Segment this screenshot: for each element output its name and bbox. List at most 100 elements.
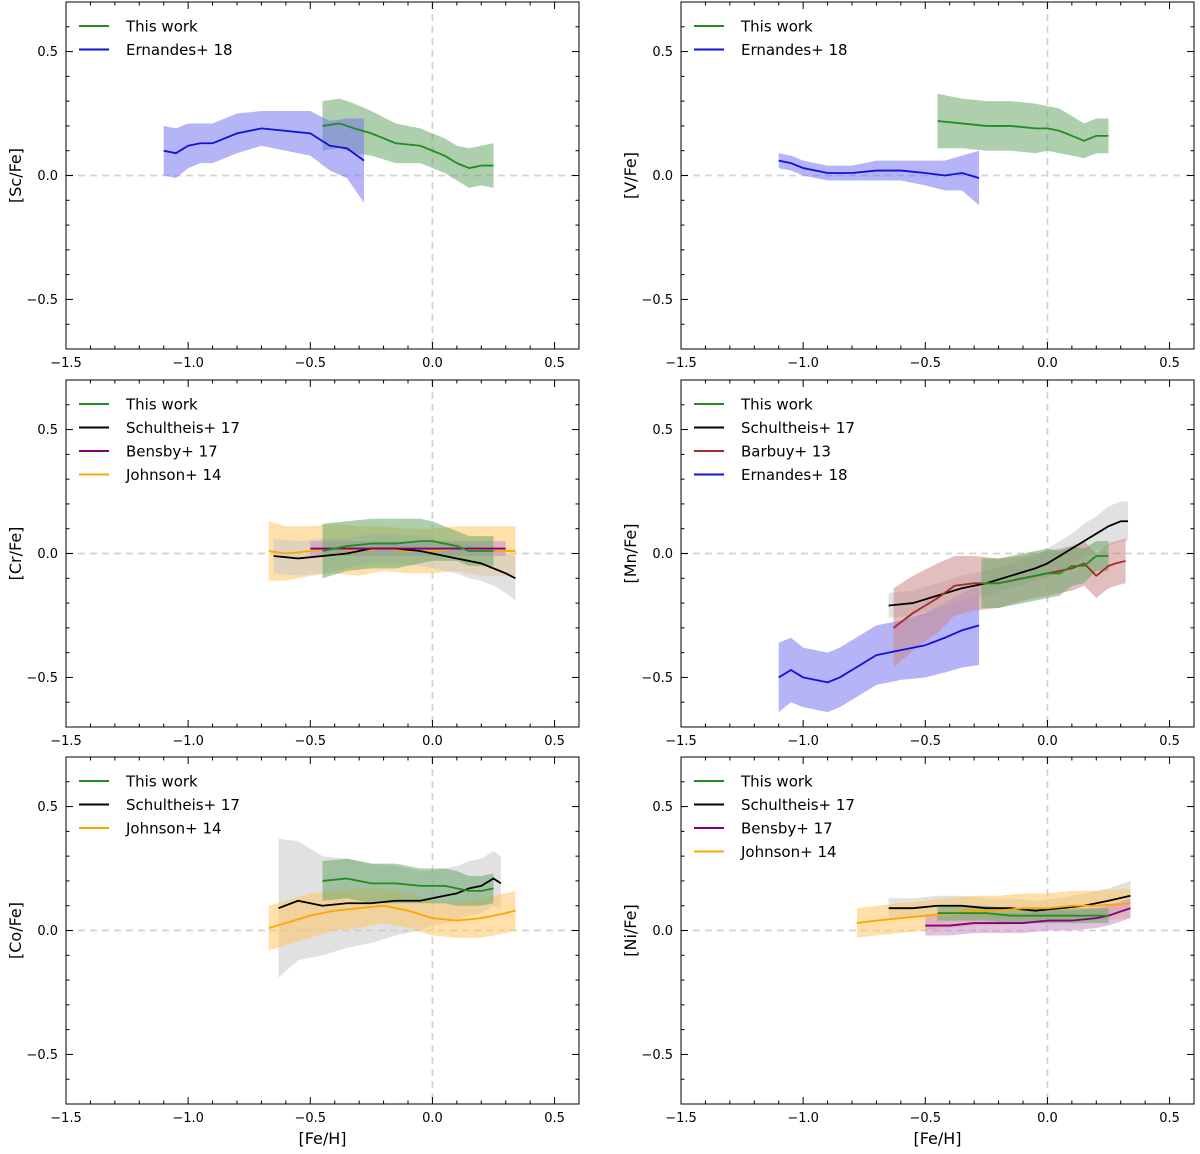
x-tick-label: 0.5 <box>544 734 565 749</box>
x-tick-label: −0.5 <box>909 356 941 371</box>
legend: This work Schultheis+ 17 Johnson+ 14 <box>79 773 240 838</box>
x-tick-label: −1.0 <box>787 734 819 749</box>
line-ernandes-18 <box>778 159 980 179</box>
y-tick-label: 0.5 <box>652 423 673 438</box>
panel-scfe: −1.5 −1.0 −0.5 0.0 0.5 −0.5 0.0 0.5 [Sc/Fe] This … <box>6 1 580 371</box>
x-tick-label: 0.0 <box>422 734 443 749</box>
x-tick-label: −1.5 <box>50 356 82 371</box>
y-tick-label: 0.5 <box>37 45 58 60</box>
legend: This work Ernandes+ 18 <box>79 18 233 59</box>
legend-label: Bensby+ 17 <box>126 443 218 461</box>
y-axis-label: [Cr/Fe] <box>6 527 25 581</box>
x-tick-label: −1.5 <box>50 734 82 749</box>
line-schultheis-17 <box>888 894 1131 912</box>
legend-label: Schultheis+ 17 <box>126 796 240 814</box>
legend: This work Schultheis+ 17 Barbuy+ 13 Ernande… <box>694 396 855 484</box>
x-tick-label: −1.0 <box>172 356 204 371</box>
panel-mnfe: −1.5 −1.0 −0.5 0.0 0.5 −0.5 0.0 0.5 [Mn/Fe] This … <box>621 379 1195 749</box>
x-tick-label: −1.5 <box>665 1111 697 1126</box>
panel-vfe: −1.5 −1.0 −0.5 0.0 0.5 −0.5 0.0 0.5 [V/Fe] This w… <box>621 1 1195 371</box>
x-tick-label: −0.5 <box>294 1111 326 1126</box>
x-tick-label: 0.5 <box>1159 734 1180 749</box>
y-tick-label: 0.0 <box>37 547 58 562</box>
legend: This work Schultheis+ 17 Bensby+ 17 Johnson… <box>694 773 855 861</box>
line-this-work <box>937 912 1109 917</box>
legend-label: This work <box>740 396 813 414</box>
legend-label: This work <box>125 773 198 791</box>
y-axis-label: [Mn/Fe] <box>621 524 640 584</box>
legend-label: Ernandes+ 18 <box>741 41 848 59</box>
panel-cofe: −1.5 −1.0 −0.5 0.0 0.5 −0.5 0.0 0.5 [Co/Fe] [Fe/H… <box>6 756 580 1148</box>
y-axis-label: [V/Fe] <box>621 152 640 199</box>
y-axis-label: [Co/Fe] <box>6 902 25 959</box>
band-ernandes-18 <box>778 150 980 206</box>
legend-label: This work <box>740 773 813 791</box>
legend-label: Barbuy+ 13 <box>741 443 831 461</box>
x-tick-label: 0.5 <box>544 356 565 371</box>
x-tick-label: 0.0 <box>1037 1111 1058 1126</box>
y-tick-label: 0.0 <box>37 924 58 939</box>
y-tick-label: 0.5 <box>652 800 673 815</box>
data-layer <box>681 2 1194 349</box>
panel-nife: −1.5 −1.0 −0.5 0.0 0.5 −0.5 0.0 0.5 [Ni/Fe] [Fe/H… <box>621 756 1195 1148</box>
legend-label: Schultheis+ 17 <box>741 419 855 437</box>
legend-label: Schultheis+ 17 <box>126 419 240 437</box>
y-tick-label: −0.5 <box>26 1048 58 1063</box>
x-tick-label: −1.5 <box>665 734 697 749</box>
y-tick-label: 0.0 <box>652 169 673 184</box>
x-tick-label: −1.0 <box>172 1111 204 1126</box>
legend-label: Johnson+ 14 <box>740 843 837 861</box>
y-tick-label: 0.5 <box>37 423 58 438</box>
line-this-work <box>937 120 1109 142</box>
legend-label: Johnson+ 14 <box>125 820 222 838</box>
line-schultheis-17 <box>278 877 502 910</box>
data-layer <box>681 380 1194 727</box>
x-tick-label: −1.5 <box>50 1111 82 1126</box>
line-this-work <box>322 877 494 892</box>
y-tick-label: 0.5 <box>652 45 673 60</box>
line-this-work <box>981 555 1109 585</box>
line-bensby-17 <box>925 907 1131 927</box>
legend-label: This work <box>125 396 198 414</box>
legend: This work Ernandes+ 18 <box>694 18 848 59</box>
band-this-work <box>322 98 494 188</box>
y-tick-label: −0.5 <box>26 293 58 308</box>
panel-crfe: −1.5 −1.0 −0.5 0.0 0.5 −0.5 0.0 0.5 [Cr/Fe] This … <box>6 379 580 749</box>
y-tick-label: 0.0 <box>37 169 58 184</box>
legend-label: Bensby+ 17 <box>741 820 833 838</box>
x-tick-label: 0.5 <box>1159 1111 1180 1126</box>
legend-label: Ernandes+ 18 <box>126 41 233 59</box>
x-tick-label: −1.0 <box>787 1111 819 1126</box>
data-layer <box>66 380 579 727</box>
x-tick-label: −0.5 <box>294 356 326 371</box>
x-tick-label: 0.0 <box>422 356 443 371</box>
x-axis-label: [Fe/H] <box>913 1129 961 1148</box>
line-ernandes-18 <box>778 624 980 684</box>
line-this-work <box>322 122 494 169</box>
band-this-work <box>937 93 1109 159</box>
x-tick-label: −1.5 <box>665 356 697 371</box>
y-tick-label: 0.0 <box>652 547 673 562</box>
x-tick-label: 0.5 <box>1159 356 1180 371</box>
legend: This work Schultheis+ 17 Bensby+ 17 Johnson… <box>79 396 240 484</box>
x-tick-label: −1.0 <box>172 734 204 749</box>
y-axis-label: [Ni/Fe] <box>621 904 640 956</box>
x-tick-label: −1.0 <box>787 356 819 371</box>
x-tick-label: −0.5 <box>294 734 326 749</box>
x-tick-label: 0.0 <box>1037 734 1058 749</box>
legend-label: Johnson+ 14 <box>125 466 222 484</box>
y-tick-label: −0.5 <box>641 1048 673 1063</box>
x-axis-label: [Fe/H] <box>298 1129 346 1148</box>
y-tick-label: 0.5 <box>37 800 58 815</box>
y-axis-label: [Sc/Fe] <box>6 148 25 203</box>
x-tick-label: 0.0 <box>1037 356 1058 371</box>
legend-label: This work <box>125 18 198 36</box>
data-layer <box>681 757 1194 1104</box>
legend-label: Ernandes+ 18 <box>741 466 848 484</box>
y-tick-label: −0.5 <box>641 293 673 308</box>
legend-label: Schultheis+ 17 <box>741 796 855 814</box>
line-johnson-14 <box>856 902 1131 924</box>
y-tick-label: 0.0 <box>652 924 673 939</box>
